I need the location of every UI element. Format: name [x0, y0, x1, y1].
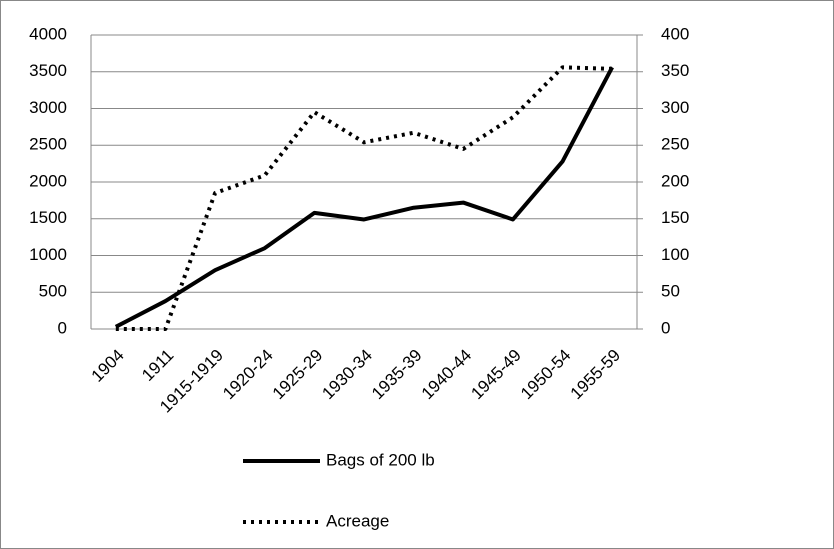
- series-line: [115, 65, 613, 331]
- y2-tick-label: 150: [661, 208, 689, 227]
- y2-tick-label: 300: [661, 98, 689, 117]
- y-tick-label: 0: [58, 318, 67, 337]
- y2-tick-label: 400: [661, 24, 689, 43]
- legend-label: Bags of 200 lb: [326, 450, 435, 469]
- y-tick-label: 2000: [29, 171, 67, 190]
- y2-tick-label: 100: [661, 245, 689, 264]
- y2-tick-label: 250: [661, 135, 689, 154]
- y2-tick-label: 0: [661, 318, 670, 337]
- y-tick-label: 2500: [29, 135, 67, 154]
- y-tick-label: 4000: [29, 24, 67, 43]
- y2-tick-label: 350: [661, 61, 689, 80]
- y2-tick-label: 50: [661, 282, 680, 301]
- y-tick-label: 500: [39, 282, 67, 301]
- y-tick-label: 1000: [29, 245, 67, 264]
- y-tick-label: 3500: [29, 61, 67, 80]
- y-tick-label: 3000: [29, 98, 67, 117]
- legend-label: Acreage: [326, 511, 389, 530]
- series-line: [114, 66, 614, 329]
- y-tick-label: 1500: [29, 208, 67, 227]
- y2-tick-label: 200: [661, 171, 689, 190]
